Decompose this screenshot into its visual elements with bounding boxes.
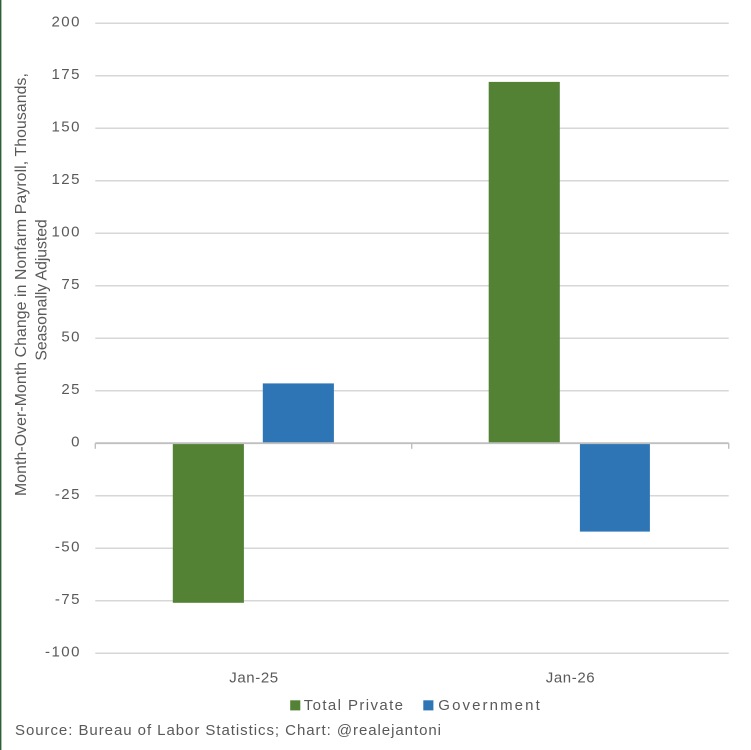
- svg-text:25: 25: [61, 381, 81, 398]
- svg-text:50: 50: [61, 329, 81, 346]
- svg-text:0: 0: [71, 434, 81, 451]
- svg-text:Month-Over-Month Change in Non: Month-Over-Month Change in Nonfarm Payro…: [13, 73, 30, 496]
- svg-text:Total Private: Total Private: [304, 697, 405, 714]
- svg-text:Jan-25: Jan-25: [229, 669, 278, 686]
- svg-text:75: 75: [61, 276, 81, 293]
- svg-text:-75: -75: [55, 591, 81, 608]
- svg-text:Government: Government: [438, 697, 542, 714]
- svg-text:Jan-26: Jan-26: [546, 669, 595, 686]
- svg-text:150: 150: [51, 119, 81, 136]
- svg-text:125: 125: [51, 171, 81, 188]
- svg-text:Source: Bureau of Labor Statis: Source: Bureau of Labor Statistics; Char…: [15, 722, 442, 739]
- svg-text:200: 200: [51, 14, 81, 31]
- svg-text:Seasonally Adjusted: Seasonally Adjusted: [34, 219, 51, 360]
- svg-text:-50: -50: [55, 539, 81, 556]
- svg-text:-25: -25: [55, 486, 81, 503]
- svg-text:175: 175: [51, 66, 81, 83]
- svg-text:-100: -100: [45, 644, 81, 661]
- svg-text:100: 100: [51, 224, 81, 241]
